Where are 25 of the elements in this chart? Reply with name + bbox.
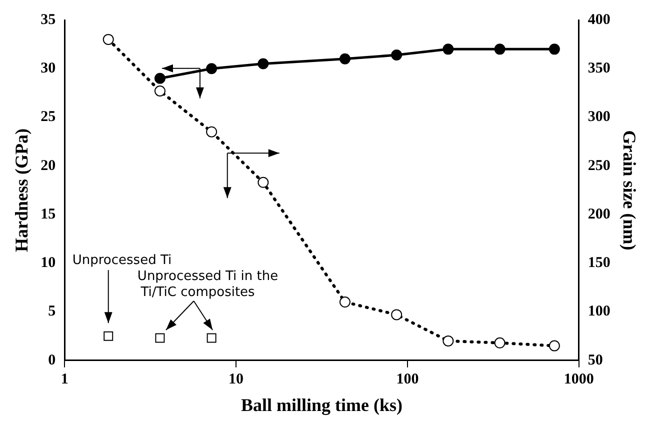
x-axis-title: Ball milling time (ks) xyxy=(241,394,403,415)
y2-tick-label: 250 xyxy=(588,158,610,174)
y2-tick-label: 200 xyxy=(588,206,610,222)
y-tick-label: 5 xyxy=(48,304,56,320)
y2-axis-title: Grain size (nm) xyxy=(620,130,640,250)
y-tick-label: 35 xyxy=(40,12,56,28)
y2-tick-label: 350 xyxy=(588,60,610,77)
x-tick-label: 1000 xyxy=(564,371,594,388)
y-tick-label: 20 xyxy=(40,158,56,174)
x-tick-label: 1 xyxy=(60,371,68,388)
y-tick-label: 15 xyxy=(40,206,56,222)
y-tick-label: 25 xyxy=(40,109,56,126)
y-tick-label: 0 xyxy=(48,352,56,368)
y2-tick-label: 300 xyxy=(588,109,610,126)
y-tick-label: 30 xyxy=(40,60,56,77)
y-tick-label: 10 xyxy=(40,255,56,272)
x-tick-label: 100 xyxy=(396,371,419,388)
annotation: Unprocessed Ti in the Ti/TiC composites xyxy=(137,269,278,300)
y2-tick-label: 50 xyxy=(588,352,603,368)
annotation: Unprocessed Ti xyxy=(72,253,172,268)
y2-tick-label: 400 xyxy=(588,12,610,28)
y2-tick-label: 150 xyxy=(588,255,610,272)
y2-tick-label: 100 xyxy=(588,304,610,320)
x-tick-label: 10 xyxy=(228,371,244,388)
y-axis-title: Hardness (GPa) xyxy=(11,128,32,252)
